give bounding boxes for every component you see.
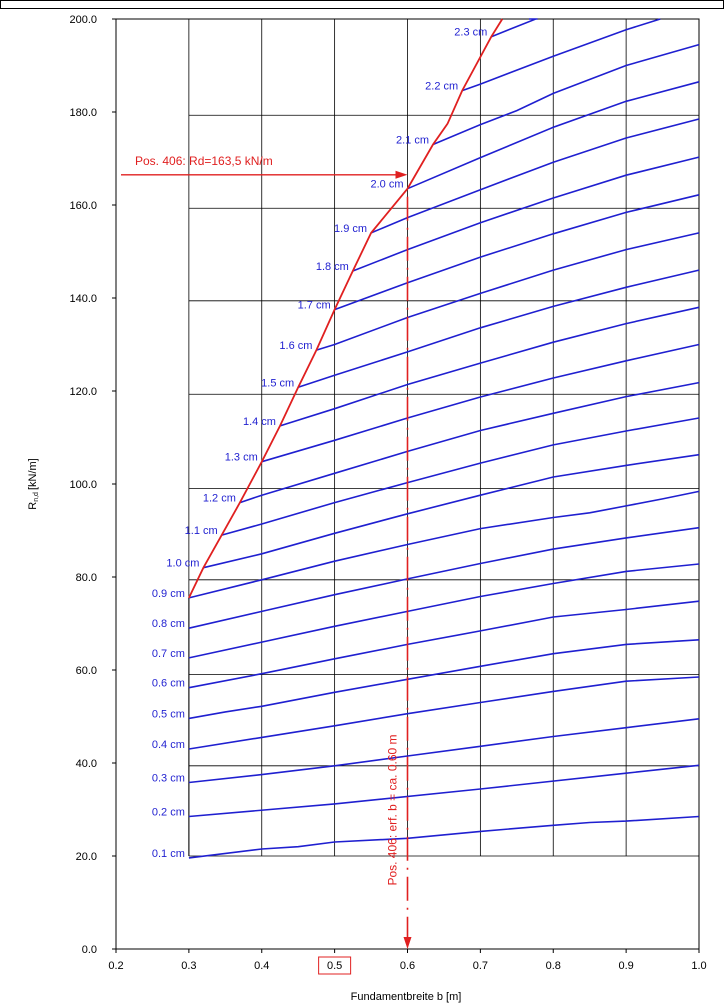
annotation-b-arrowhead (403, 937, 412, 949)
limit-curve (188, 18, 504, 599)
curve-label: 0.8 cm (152, 618, 185, 630)
x-tick-label: 0.4 (254, 960, 269, 972)
y-axis-label: Rn,d [kN/m] (27, 458, 40, 509)
curve-label: 1.3 cm (225, 452, 258, 464)
curve-10 (203, 453, 700, 569)
y-tick-label: 20.0 (76, 851, 97, 863)
curve-label: 0.9 cm (152, 588, 185, 600)
curve-label: 1.0 cm (166, 558, 199, 570)
chart-frame-top (0, 0, 724, 9)
x-tick-label: 0.5 (327, 960, 342, 972)
curve-15 (297, 269, 700, 389)
y-tick-label: 0.0 (82, 944, 97, 956)
curve-07 (188, 563, 700, 659)
curve-09 (188, 490, 700, 599)
curve-08 (188, 526, 700, 629)
curves: 0.1 cm 0.2 cm 0.3 cm 0.4 cm 0.5 cm 0.6 cm 0.7 … (152, 18, 700, 860)
x-tick-label: 0.8 (546, 960, 561, 972)
x-tick-label: 1.0 (691, 960, 706, 972)
curve-label: 0.4 cm (152, 739, 185, 751)
curve-22 (461, 18, 661, 92)
annotation-rd-arrowhead (395, 170, 408, 179)
curve-label: 0.6 cm (152, 678, 185, 690)
curve-label: 1.1 cm (185, 525, 218, 537)
y-axis-label-sub: n,d (33, 492, 40, 502)
curve-11 (221, 417, 700, 536)
y-tick-label: 120.0 (69, 386, 97, 398)
curve-label: 0.1 cm (152, 848, 185, 860)
annotation-b-label: Pos. 406: erf. b = ca. 0.60 m (386, 734, 400, 885)
x-tick-label: 0.3 (181, 960, 196, 972)
curve-label: 2.1 cm (396, 135, 429, 147)
y-tick-label: 60.0 (76, 665, 97, 677)
curve-label: 1.7 cm (298, 300, 331, 312)
limit-curve-group (121, 18, 504, 949)
y-tick-label: 140.0 (69, 293, 97, 305)
x-tick-label: 0.7 (473, 960, 488, 972)
curve-01 (188, 815, 700, 859)
curve-label: 1.8 cm (316, 261, 349, 273)
y-axis-label-unit: [kN/m] (27, 458, 39, 490)
annotations: Pos. 406: Rd=163,5 kN/m Pos. 406: erf. b… (135, 154, 400, 886)
curve-20 (407, 81, 700, 190)
curve-label: 2.2 cm (425, 81, 458, 93)
curve-label: 1.4 cm (243, 416, 276, 428)
curve-label: 1.6 cm (279, 340, 312, 352)
curve-label: 1.5 cm (261, 377, 294, 389)
curve-13 (261, 343, 700, 463)
curve-label: 2.3 cm (454, 27, 487, 39)
y-tick-label: 100.0 (69, 479, 97, 491)
y-axis-label-main: R (27, 502, 39, 510)
curve-12 (239, 381, 700, 504)
curve-23 (491, 18, 538, 38)
ticks: 0.0 20.0 40.0 60.0 80.0 100.0 120.0 140.0 160.0 1… (69, 14, 707, 975)
curve-05 (188, 639, 700, 720)
x-axis-label: Fundamentbreite b [m] (351, 991, 462, 1003)
y-tick-label: 200.0 (69, 14, 97, 26)
curve-02 (188, 764, 700, 818)
grid (115, 18, 700, 950)
x-tick-label: 0.6 (400, 960, 415, 972)
curve-21 (432, 43, 700, 146)
curve-label: 0.3 cm (152, 773, 185, 785)
curve-14 (279, 306, 700, 427)
curve-19 (370, 118, 700, 234)
curve-17 (334, 194, 700, 311)
y-tick-label: 180.0 (69, 107, 97, 119)
curve-label: 0.5 cm (152, 708, 185, 720)
curve-18 (352, 156, 700, 272)
curve-label: 0.7 cm (152, 648, 185, 660)
curve-04 (188, 676, 700, 750)
curve-03 (188, 718, 700, 784)
y-tick-label: 160.0 (69, 200, 97, 212)
curve-label: 1.9 cm (334, 223, 367, 235)
x-tick-highlight-box (318, 956, 352, 975)
x-tick-label: 0.2 (108, 960, 123, 972)
curve-06 (188, 600, 700, 689)
y-tick-label: 80.0 (76, 572, 97, 584)
curve-16 (316, 232, 700, 351)
curve-label: 2.0 cm (370, 179, 403, 191)
curve-label: 0.2 cm (152, 806, 185, 818)
y-tick-label: 40.0 (76, 758, 97, 770)
curve-label: 1.2 cm (203, 493, 236, 505)
x-tick-label: 0.9 (618, 960, 633, 972)
annotation-rd-label: Pos. 406: Rd=163,5 kN/m (135, 154, 273, 168)
